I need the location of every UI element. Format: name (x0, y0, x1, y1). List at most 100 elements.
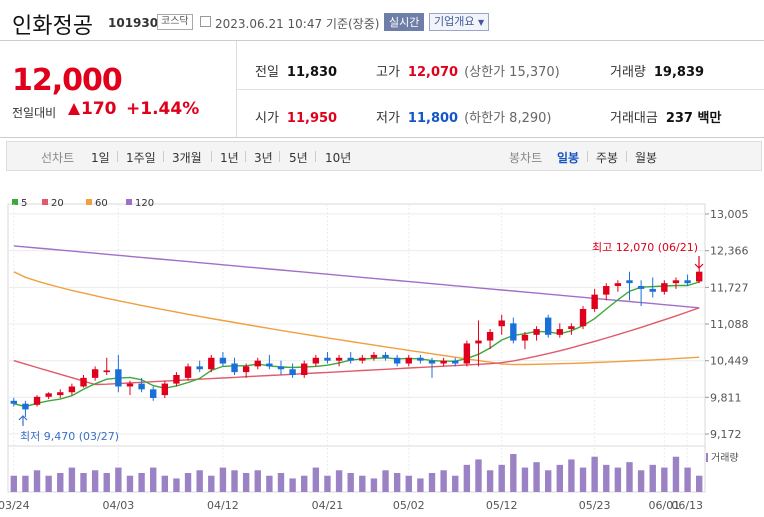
x-tick-label: 06/01 (648, 499, 680, 512)
open-value: 11,950 (286, 111, 338, 126)
candle-body (184, 366, 192, 378)
candle-body (57, 392, 64, 396)
volume-bar (405, 475, 412, 492)
volume-bar (196, 470, 203, 492)
legend-label: 120 (135, 198, 154, 209)
volume-bar (463, 464, 471, 492)
tab-5y[interactable]: 5년 (289, 151, 308, 165)
candle-body (661, 283, 668, 292)
market-badge: 코스닥 (157, 14, 193, 30)
tab-daily-candle[interactable]: 일봉 (557, 151, 580, 165)
volume-bar (91, 470, 99, 492)
tab-1y[interactable]: 1년 (220, 151, 239, 165)
volume-bar (661, 467, 668, 492)
volume-bar (208, 475, 215, 492)
legend-swatch (126, 199, 132, 205)
volume-bar (242, 473, 250, 492)
volume-bar (126, 475, 134, 492)
volume-bar (219, 467, 227, 492)
legend-swatch (42, 199, 48, 205)
candle-body (33, 396, 41, 405)
candle-body (498, 320, 505, 327)
candle-body (231, 363, 238, 373)
candle-body (428, 360, 436, 364)
candle-body (684, 280, 691, 284)
candle-body (161, 383, 169, 396)
candle-body (208, 357, 215, 370)
tab-3y[interactable]: 3년 (254, 151, 273, 165)
x-tick-label: 04/21 (312, 499, 344, 512)
prev-label: 전일 (255, 65, 279, 80)
tab-weekly-candle[interactable]: 주봉 (596, 151, 619, 165)
volume-bar (521, 467, 529, 492)
candle-body (115, 369, 122, 387)
quote-panel: 12,000 전일대비 170 +1.44% 전일 11,830 고가 12,070… (0, 40, 764, 138)
prev-close: 전일 11,830 (255, 61, 337, 80)
volume-bar (452, 475, 459, 492)
candle-body (266, 363, 273, 367)
volume-value: 19,839 (653, 65, 705, 80)
tab-1d[interactable]: 1일 (91, 151, 110, 165)
volume-label: 거래량 (610, 65, 646, 80)
volume-bar (173, 478, 180, 492)
y-tick-label: 13,005 (710, 208, 749, 221)
volume-bar (312, 467, 320, 492)
candle-body (103, 370, 110, 373)
line-chart-label: 선차트 (41, 151, 75, 165)
tab-1w[interactable]: 1주일 (126, 151, 156, 165)
high-annotation: 최고 12,070 (06/21) (592, 241, 698, 254)
candle-body (10, 400, 18, 404)
realtime-button[interactable]: 실시간 (384, 13, 425, 31)
x-tick-label: 05/23 (579, 499, 611, 512)
x-tick-label: 03/24 (0, 499, 30, 512)
candle-body (254, 360, 261, 367)
volume-bar (649, 464, 656, 492)
candle-body (324, 357, 331, 361)
candle-body (80, 377, 87, 387)
volume-bar (684, 467, 691, 492)
candle-body (126, 383, 134, 387)
volume-bar (254, 470, 261, 492)
candle-body (359, 357, 366, 361)
volume-bar (626, 462, 633, 492)
candle-body (68, 386, 76, 393)
candle-body (649, 288, 656, 292)
candle-body (393, 357, 401, 364)
ma60-line (13, 271, 700, 366)
candle-body (614, 283, 622, 287)
volume-bar (568, 459, 575, 492)
volume-bar (533, 462, 540, 492)
candle-body (591, 294, 598, 309)
volume-bar (161, 475, 169, 492)
y-tick-label: 12,366 (710, 245, 749, 258)
open-label: 시가 (255, 111, 279, 126)
legend-label: 60 (95, 198, 108, 209)
volume-bar (57, 473, 64, 492)
company-overview-dropdown[interactable]: 기업개요 ▼ (429, 13, 490, 31)
legend-swatch (12, 199, 18, 205)
tab-3m[interactable]: 3개월 (172, 151, 202, 165)
candle-body (544, 317, 552, 335)
x-tick-label: 04/03 (103, 499, 135, 512)
candle-body (382, 354, 389, 358)
volume-bar (637, 470, 645, 492)
volume-bar (486, 470, 494, 492)
volume-bar (45, 475, 52, 492)
candle-body (417, 357, 424, 361)
price-panel: 12,000 전일대비 170 +1.44% (0, 41, 237, 137)
legend-label: 5 (21, 198, 27, 209)
tab-divider (245, 151, 246, 162)
candle-body (289, 369, 296, 375)
tab-divider (626, 151, 627, 162)
lower-limit: (하한가 8,290) (464, 111, 552, 126)
tab-divider (211, 151, 212, 162)
amount-value: 237 백만 (665, 111, 722, 126)
day-high: 고가 12,070 (상한가 15,370) (376, 61, 560, 80)
tab-10y[interactable]: 10년 (325, 151, 352, 165)
volume-bar (80, 473, 87, 492)
tab-divider (117, 151, 118, 162)
tab-monthly-candle[interactable]: 월봉 (635, 151, 658, 165)
volume-bar (544, 470, 552, 492)
candle-chart-label: 봉차트 (509, 151, 543, 165)
